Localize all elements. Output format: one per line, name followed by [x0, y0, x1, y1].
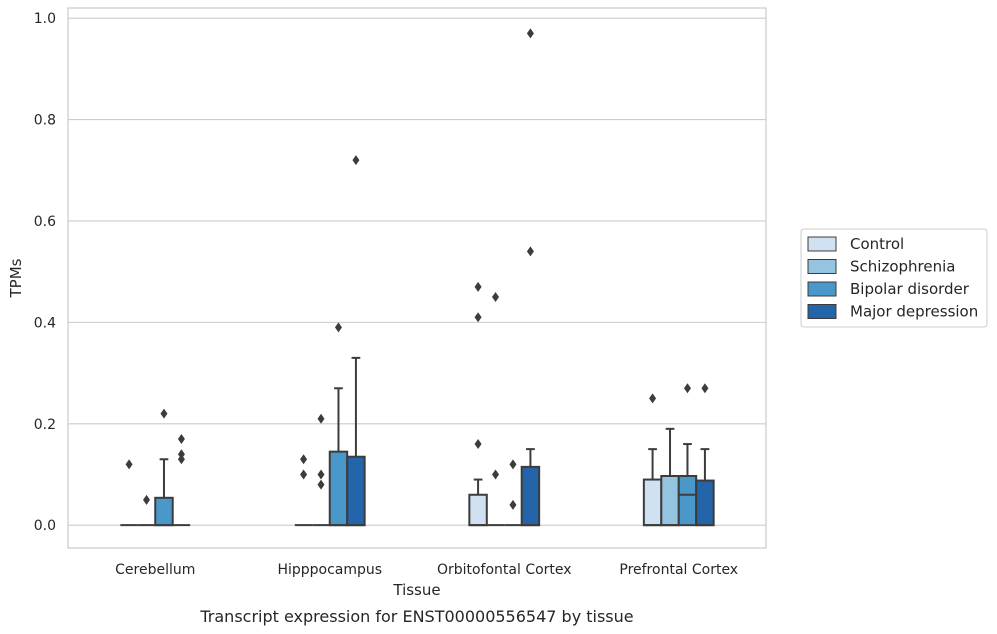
legend-label: Bipolar disorder — [850, 280, 970, 298]
box — [520, 465, 541, 527]
outlier-point — [649, 393, 657, 404]
y-tick-labels: 0.0 0.2 0.4 0.6 0.8 1.0 — [34, 11, 56, 534]
x-tick-label: Hipppocampus — [277, 562, 382, 578]
legend-label: Schizophrenia — [850, 258, 955, 276]
x-tick-label: Cerebellum — [115, 562, 195, 578]
x-axis-title: Tissue — [392, 581, 440, 599]
box — [695, 479, 715, 527]
outlier-point — [492, 469, 500, 480]
outlier-point — [317, 413, 325, 424]
series-control — [120, 281, 663, 527]
legend: Control Schizophrenia Bipolar disorder Majo… — [800, 228, 988, 328]
outlier-point — [334, 322, 342, 333]
box — [154, 496, 174, 527]
outlier-point — [317, 479, 325, 490]
outlier-point — [177, 454, 185, 465]
series-major-depression — [172, 28, 715, 527]
outlier-point — [526, 28, 534, 39]
legend-swatch — [807, 281, 837, 297]
legend-frame — [800, 228, 988, 328]
outlier-point — [474, 439, 482, 450]
outlier-point — [509, 499, 517, 510]
outlier-point — [474, 281, 482, 292]
x-tick-label: Orbitofontal Cortex — [437, 562, 572, 578]
box — [677, 475, 698, 527]
box — [328, 450, 349, 527]
figure-caption: Transcript expression for ENST0000055654… — [199, 607, 633, 626]
legend-label: Major depression — [850, 303, 978, 321]
box — [642, 478, 663, 527]
outlier-point — [492, 292, 500, 303]
legend-label: Control — [850, 235, 904, 253]
plot-frame — [67, 7, 767, 549]
x-tick-labels: Cerebellum Hipppocampus Orbitofontal Corte… — [115, 562, 738, 578]
box-series — [120, 28, 715, 527]
outlier-point — [177, 449, 185, 460]
outlier-point — [526, 246, 534, 257]
outlier-point — [177, 433, 185, 444]
y-tick-label: 1.0 — [34, 11, 56, 27]
outlier-point — [300, 469, 308, 480]
y-tick-label: 0.2 — [34, 417, 56, 433]
box — [468, 493, 488, 527]
outlier-point — [509, 459, 517, 470]
outlier-point — [683, 383, 691, 394]
y-tick-label: 0.0 — [34, 518, 56, 534]
box — [346, 455, 366, 527]
outlier-point — [317, 469, 325, 480]
series-schizophrenia — [137, 292, 680, 527]
outlier-point — [300, 454, 308, 465]
outlier-point — [474, 312, 482, 323]
y-tick-label: 0.8 — [34, 113, 56, 129]
legend-swatch — [807, 236, 837, 252]
box — [660, 475, 680, 527]
legend-swatch — [807, 304, 837, 319]
legend-swatch — [807, 259, 837, 274]
outlier-point — [143, 494, 151, 505]
outlier-point — [352, 155, 360, 166]
outlier-point — [701, 383, 709, 394]
outlier-point — [125, 459, 133, 470]
outlier-point — [160, 408, 168, 419]
y-tick-label: 0.6 — [34, 214, 56, 230]
x-tick-label: Prefrontal Cortex — [619, 562, 738, 578]
y-tick-label: 0.4 — [34, 315, 56, 331]
y-axis-title: TPMs — [7, 258, 25, 298]
